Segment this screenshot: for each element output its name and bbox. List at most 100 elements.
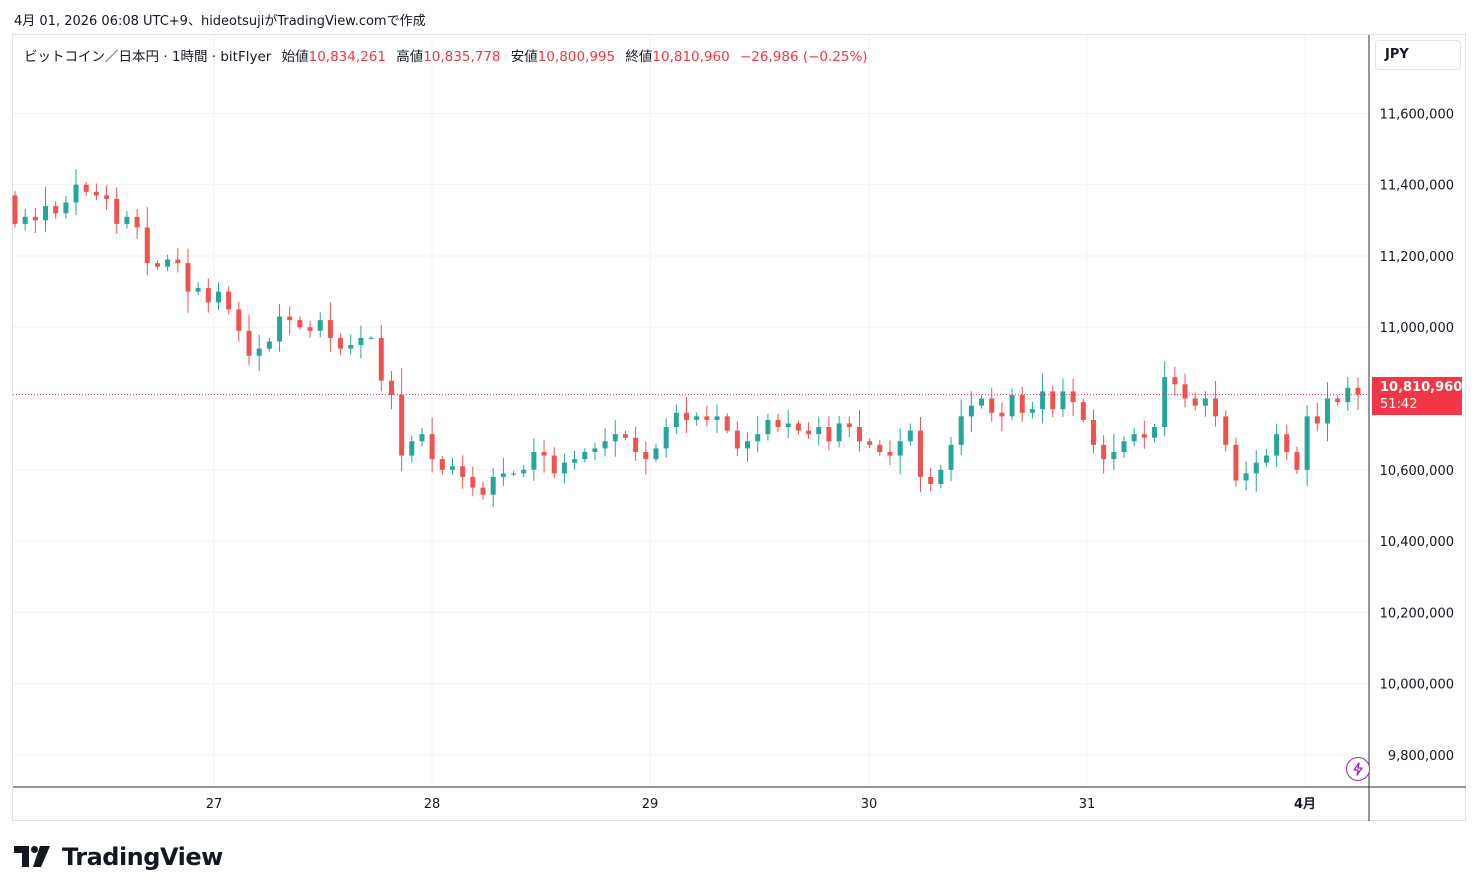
legend-close-label: 終値 [625,49,653,65]
candle-body [1111,451,1117,460]
candle-body [236,309,242,331]
candle-body [673,412,679,428]
candle-body [1050,391,1056,410]
x-tick-label: 30 [861,797,878,812]
legend-high-label: 高値 [396,49,424,65]
lightning-icon[interactable] [1346,757,1370,781]
candle-body [643,451,649,460]
candle-body [1243,473,1249,481]
y-tick-label: 10,200,000 [1380,606,1454,621]
candle-body [1345,387,1351,403]
candle-body [826,427,832,442]
y-tick-label: 9,800,000 [1388,749,1454,764]
candle-body [734,430,740,449]
candle-body [1192,398,1198,406]
last-price-tag: 10,810,960 51:42 [1372,377,1462,415]
x-tick-label: 31 [1079,797,1096,812]
candle-body [724,416,730,431]
candle-body [531,451,537,470]
candle-body [1233,444,1239,481]
candle-body [73,184,79,203]
candle-body [195,288,201,292]
candle-body [948,444,954,470]
candle-body [765,419,771,435]
candle-body [572,459,578,463]
candle-body [541,451,547,456]
candle-body [317,320,323,331]
y-tick-label: 10,600,000 [1380,464,1454,479]
candle-body [1029,409,1035,413]
candle-body [1324,398,1330,424]
candle-body [1152,427,1158,438]
candle-body [989,398,995,413]
candle-body [144,227,150,264]
candle-body [511,473,517,475]
candle-body [887,451,893,456]
candle-body [449,466,455,470]
y-tick-label: 11,200,000 [1380,250,1454,265]
candle-body [419,434,425,442]
candle-body [1253,462,1259,474]
legend-symbol[interactable]: ビットコイン／日本円 · 1時間 · bitFlyer [24,49,272,65]
brand-logo[interactable]: TradingView [14,843,223,871]
candle-body [1304,416,1310,470]
tradingview-logo-icon [14,846,50,867]
candle-body [154,263,160,267]
candle-body [1274,434,1280,456]
candle-body [785,423,791,428]
candle-body [134,216,140,228]
candle-body [246,330,252,356]
candle-body [867,441,873,445]
candle-body [1223,416,1229,445]
candle-body [1019,394,1025,413]
candle-body [612,434,618,442]
candle-body [1172,377,1178,385]
candle-body [124,216,130,224]
candle-body [185,263,191,292]
candle-body [1070,391,1076,403]
candle-body [388,380,394,395]
candle-body [1213,398,1219,417]
candle-body [714,416,720,420]
candle-body [1335,398,1341,403]
x-tick-label: 27 [206,797,223,812]
y-tick-label: 10,000,000 [1380,678,1454,693]
candle-body [521,469,527,474]
candle-body [368,337,374,339]
bar-countdown: 51:42 [1380,397,1418,412]
candle-body [439,459,445,470]
candle-body [53,206,59,214]
candle-body [1355,387,1361,395]
candle-body [348,345,354,349]
candle-body [358,337,364,346]
candle-body [938,469,944,485]
candle-body [32,216,38,221]
candle-body [480,487,486,495]
candle-body [205,288,211,303]
chart-frame[interactable] [12,34,1466,821]
candle-body [1040,391,1046,410]
legend-high-value: 10,835,778 [423,49,501,65]
candle-body [561,462,567,474]
candle-body [633,437,639,452]
candle-body [1060,391,1066,410]
candle-body [460,466,466,477]
candle-body [287,316,293,321]
candle-body [12,195,18,224]
candle-body [907,430,913,442]
candle-body [1263,455,1269,463]
candle-body [684,412,689,420]
candle-body [592,448,598,452]
candle-body [897,441,903,456]
candle-body [114,198,120,224]
candle-body [215,291,221,303]
ohlc-legend: ビットコイン／日本円 · 1時間 · bitFlyer 始値10,834,261… [24,45,868,65]
candle-body [226,291,232,310]
candle-body [582,451,588,460]
x-tick-label: 29 [642,797,659,812]
candle-body [1121,441,1127,452]
candle-body [704,416,710,420]
currency-button[interactable]: JPY [1375,40,1461,70]
candle-body [266,341,272,349]
